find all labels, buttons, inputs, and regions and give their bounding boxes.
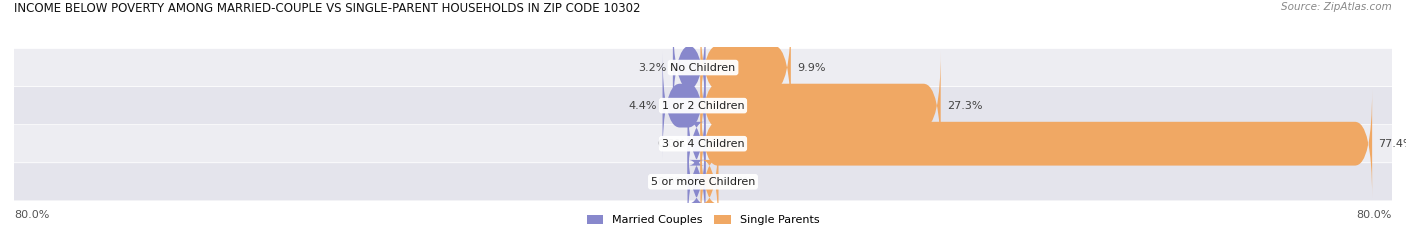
Text: 1 or 2 Children: 1 or 2 Children	[662, 101, 744, 111]
Text: 0.0%: 0.0%	[720, 177, 748, 187]
Text: 0.0%: 0.0%	[658, 139, 686, 149]
Text: Source: ZipAtlas.com: Source: ZipAtlas.com	[1281, 2, 1392, 12]
FancyBboxPatch shape	[673, 13, 706, 122]
FancyBboxPatch shape	[700, 13, 790, 122]
Text: INCOME BELOW POVERTY AMONG MARRIED-COUPLE VS SINGLE-PARENT HOUSEHOLDS IN ZIP COD: INCOME BELOW POVERTY AMONG MARRIED-COUPL…	[14, 2, 641, 15]
Text: 3.2%: 3.2%	[638, 62, 666, 72]
Text: 27.3%: 27.3%	[946, 101, 983, 111]
Text: 4.4%: 4.4%	[628, 101, 657, 111]
FancyBboxPatch shape	[700, 89, 1372, 198]
FancyBboxPatch shape	[688, 89, 706, 198]
FancyBboxPatch shape	[6, 125, 1400, 162]
Text: 0.0%: 0.0%	[658, 177, 686, 187]
Text: 3 or 4 Children: 3 or 4 Children	[662, 139, 744, 149]
Legend: Married Couples, Single Parents: Married Couples, Single Parents	[586, 215, 820, 225]
FancyBboxPatch shape	[6, 49, 1400, 86]
Text: No Children: No Children	[671, 62, 735, 72]
FancyBboxPatch shape	[700, 127, 718, 233]
Text: 80.0%: 80.0%	[1357, 210, 1392, 220]
FancyBboxPatch shape	[700, 51, 941, 160]
FancyBboxPatch shape	[6, 163, 1400, 200]
FancyBboxPatch shape	[688, 127, 706, 233]
FancyBboxPatch shape	[6, 87, 1400, 124]
FancyBboxPatch shape	[662, 51, 706, 160]
Text: 5 or more Children: 5 or more Children	[651, 177, 755, 187]
Text: 77.4%: 77.4%	[1378, 139, 1406, 149]
Text: 80.0%: 80.0%	[14, 210, 49, 220]
Text: 9.9%: 9.9%	[797, 62, 825, 72]
